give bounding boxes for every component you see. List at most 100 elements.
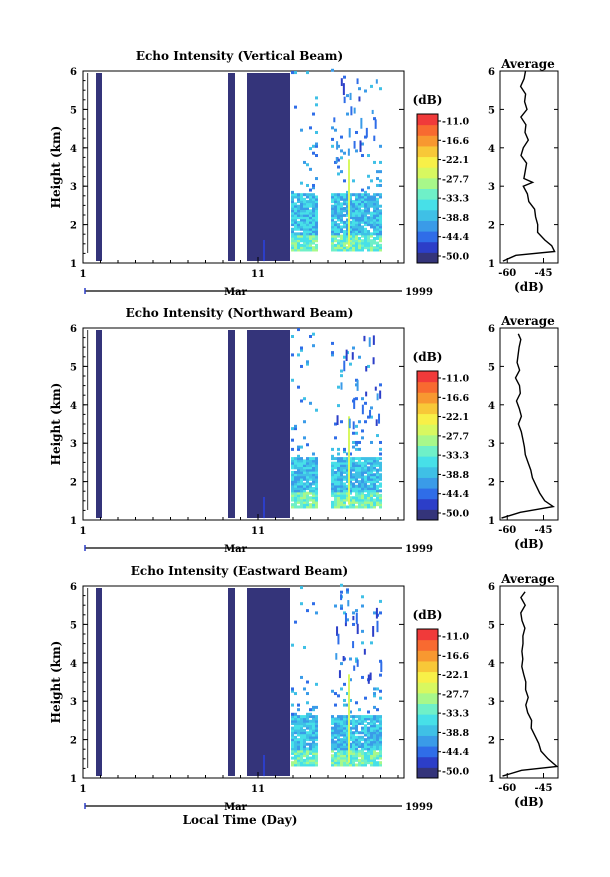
heatmap-cell <box>340 248 343 252</box>
heatmap-cell <box>309 220 312 224</box>
heatmap-cell <box>376 243 379 247</box>
heatmap-cell <box>294 243 297 247</box>
heatmap-cell <box>306 480 309 484</box>
heatmap-cell <box>356 379 359 391</box>
heatmap-cell <box>331 193 334 197</box>
heatmap-cell <box>294 489 297 493</box>
profile-y-tick-label: 2 <box>488 221 495 232</box>
heatmap-cell <box>337 218 340 222</box>
heatmap-cell <box>370 216 373 220</box>
heatmap-cell <box>346 505 349 509</box>
heatmap-cell <box>306 680 309 684</box>
heatmap-cell <box>291 220 294 224</box>
heatmap-cell <box>297 459 300 463</box>
heatmap-cell <box>361 595 364 599</box>
heatmap-cell <box>346 731 349 735</box>
heatmap-cell <box>300 602 303 606</box>
heatmap-cell <box>349 475 352 479</box>
heatmap-cell <box>294 747 297 751</box>
heatmap-cell <box>361 756 364 760</box>
heatmap-cell <box>370 464 373 468</box>
heatmap-cell <box>334 482 337 486</box>
heatmap-cell <box>291 761 294 765</box>
heatmap-cell <box>365 366 368 372</box>
heatmap-cell <box>334 480 337 484</box>
heatmap-cell <box>373 236 376 240</box>
heatmap-cell <box>309 722 312 726</box>
heatmap-cell <box>306 747 309 751</box>
heatmap-cell <box>309 232 312 236</box>
heatmap-cell <box>367 193 370 197</box>
colorbar-tick-label: -16.6 <box>442 136 469 147</box>
heatmap-cell <box>294 717 297 721</box>
heatmap-cell <box>312 735 315 739</box>
heatmap-cell <box>312 722 315 726</box>
heatmap-cell <box>379 742 382 746</box>
heatmap-cell <box>370 197 373 201</box>
heatmap-cell <box>340 195 343 199</box>
heatmap-cell <box>370 406 373 410</box>
heatmap-cell <box>294 105 297 109</box>
heatmap-cell <box>334 246 337 250</box>
data-streak <box>348 416 350 505</box>
profile-line <box>501 333 556 519</box>
heatmap-cell <box>294 724 297 728</box>
heatmap-cell <box>315 498 318 502</box>
heatmap-cell <box>373 747 376 751</box>
heatmap-cell <box>370 218 373 222</box>
heatmap-cell <box>306 609 309 613</box>
heatmap-cell <box>343 234 346 238</box>
heatmap-cell <box>291 218 294 222</box>
heatmap-cell <box>349 457 352 461</box>
heatmap-cell <box>379 204 382 208</box>
heatmap-cell <box>306 754 309 758</box>
heatmap-cell <box>356 78 359 85</box>
heatmap-cell <box>364 89 367 93</box>
heatmap-cell <box>294 211 297 215</box>
colorbar-segment <box>417 220 438 232</box>
colorbar-segment <box>417 477 438 489</box>
heatmap-cell <box>334 754 337 758</box>
heatmap-cell <box>297 703 300 707</box>
heatmap-cell <box>361 232 364 236</box>
heatmap-cell <box>303 722 306 726</box>
heatmap-cell <box>352 622 355 626</box>
heatmap-cell <box>315 611 318 615</box>
heatmap-cell <box>355 722 358 726</box>
heatmap-cell <box>294 749 297 753</box>
heatmap-cell <box>331 473 334 477</box>
heatmap-cell <box>315 749 318 753</box>
heatmap-cell <box>337 724 340 728</box>
heatmap-cell <box>303 209 306 213</box>
heatmap-cell <box>334 724 337 728</box>
heatmap-cell <box>297 724 300 728</box>
heatmap-cell <box>373 733 376 737</box>
heatmap-cell <box>376 473 379 477</box>
heatmap-cell <box>373 459 376 463</box>
heatmap-cell <box>294 761 297 765</box>
heatmap-cell <box>291 464 294 468</box>
heatmap-cell <box>373 195 376 199</box>
heatmap-cell <box>352 487 355 491</box>
heatmap-cell <box>343 464 346 468</box>
heatmap-cell <box>343 209 346 213</box>
heatmap-cell <box>315 477 318 481</box>
heatmap-cell <box>291 475 294 479</box>
heatmap-cell <box>343 470 346 474</box>
heatmap-cell <box>367 236 370 240</box>
heatmap-cell <box>315 464 318 468</box>
heatmap-cell <box>309 708 312 712</box>
colorbar-tick-label: -22.1 <box>442 412 469 423</box>
heatmap-cell <box>343 487 346 491</box>
heatmap-cell <box>358 708 361 712</box>
heatmap-cell <box>346 218 349 222</box>
heatmap-cell <box>376 503 379 507</box>
heatmap-cell <box>337 195 340 199</box>
heatmap-cell <box>349 761 352 765</box>
heatmap-cell <box>367 197 370 201</box>
heatmap-cell <box>361 500 364 504</box>
heatmap-cell <box>297 246 300 250</box>
heatmap-cell <box>331 216 334 220</box>
colorbar-tick-label: -27.7 <box>442 431 469 442</box>
heatmap-cell <box>355 457 358 461</box>
